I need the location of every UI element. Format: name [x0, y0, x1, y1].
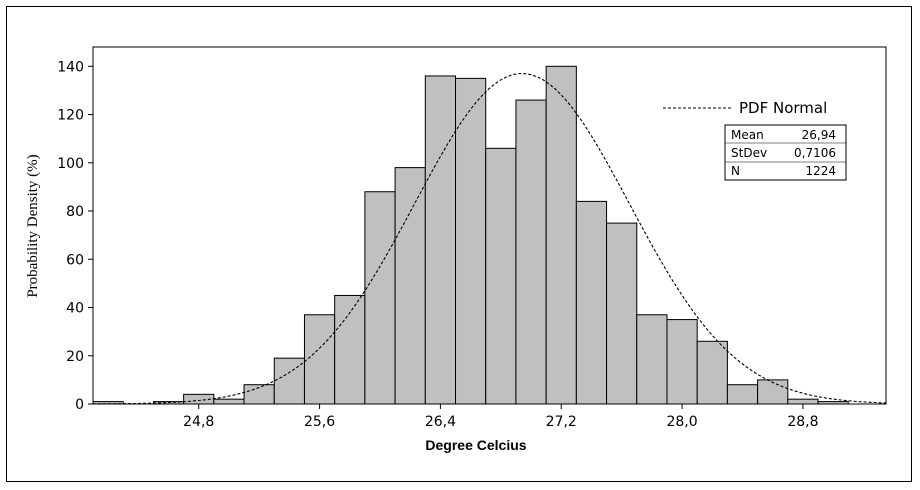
pdf-normal-curve — [93, 72, 886, 405]
histogram-bar — [545, 65, 577, 405]
histogram-bar — [334, 294, 366, 405]
x-tick-label: 25,6 — [304, 414, 335, 430]
histogram-bar — [213, 398, 245, 405]
y-tick-label: 100 — [57, 156, 84, 172]
histogram-bar — [424, 75, 457, 405]
x-tick-label: 24,8 — [183, 414, 214, 430]
legend-label: PDF Normal — [739, 99, 827, 117]
histogram-bar — [606, 222, 638, 405]
y-tick-label: 60 — [66, 252, 84, 268]
stats-box: Mean 26,94 StDev 0,7106 N 1224 — [724, 124, 847, 181]
plot-area-border — [92, 46, 887, 405]
stats-n-label: N — [731, 164, 740, 178]
histogram-bar — [485, 147, 517, 405]
stats-stdev-label: StDev — [731, 146, 767, 160]
y-tick-label: 80 — [66, 204, 84, 220]
legend: PDF Normal — [663, 99, 827, 117]
x-tick-label: 26,4 — [425, 414, 456, 430]
bars-group — [92, 65, 849, 405]
y-tick-label: 140 — [57, 59, 84, 75]
y-tick-label: 0 — [75, 397, 84, 413]
y-tick-label: 20 — [66, 349, 84, 365]
x-tick-label: 28,0 — [666, 414, 697, 430]
stats-mean-label: Mean — [731, 128, 764, 142]
y-tick-label: 120 — [57, 108, 84, 124]
histogram-bar — [455, 77, 487, 405]
chart-frame — [6, 6, 912, 482]
y-tick-label: 40 — [66, 301, 84, 317]
x-axis-ticks: 24,8 25,6 26,4 27,2 28,0 28,8 — [183, 404, 819, 430]
x-tick-label: 27,2 — [546, 414, 577, 430]
y-axis-ticks: 0 20 40 60 80 100 120 140 — [57, 59, 93, 413]
histogram-bar — [273, 357, 305, 405]
histogram-bar — [757, 379, 789, 405]
x-tick-label: 28,8 — [787, 414, 818, 430]
histogram-bar — [726, 384, 759, 405]
stats-stdev-value: 0,7106 — [794, 146, 836, 160]
histogram-bar — [636, 314, 668, 405]
histogram-bar — [303, 314, 336, 405]
y-axis-label: Probability Density (%) — [25, 154, 41, 297]
stats-box-border — [724, 124, 847, 181]
histogram-bar — [515, 99, 547, 405]
x-axis-label: Degree Celcius — [425, 437, 526, 453]
histogram-bar — [696, 340, 728, 405]
stats-mean-value: 26,94 — [802, 128, 836, 142]
histogram-bar — [394, 167, 426, 405]
histogram-bar — [575, 200, 608, 405]
histogram-bar — [666, 319, 698, 405]
histogram-bar — [364, 191, 396, 405]
stats-n-value: 1224 — [805, 164, 836, 178]
histogram-bar — [787, 398, 819, 405]
